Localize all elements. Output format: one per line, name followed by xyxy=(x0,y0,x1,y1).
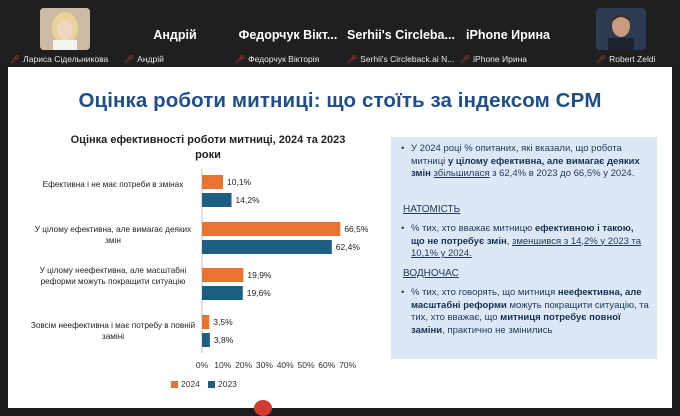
category-label: Зовсім неефективна і має потребу в повні… xyxy=(30,321,196,341)
bar-2023-2 xyxy=(202,286,243,300)
data-label: 19,6% xyxy=(247,288,272,298)
x-tick-label: 10% xyxy=(214,360,231,370)
participant-tile[interactable]: Федорчук Вікт... 🎤︎ Федорчук Вікторія xyxy=(233,4,343,64)
legend-item: 2023 xyxy=(208,379,237,389)
data-label: 10,1% xyxy=(227,177,252,187)
mic-muted-icon: 🎤︎ xyxy=(10,54,21,64)
category-label: У цілому неефективна, але масштабні рефо… xyxy=(39,266,187,286)
leave-call-button[interactable] xyxy=(254,400,272,416)
x-tick-label: 50% xyxy=(297,360,314,370)
insight-heading: НАТОМІСТЬ xyxy=(403,204,461,215)
data-label: 19,9% xyxy=(247,270,272,280)
mic-muted-icon: 🎤︎ xyxy=(460,54,471,64)
data-label: 3,8% xyxy=(214,335,234,345)
legend-swatch xyxy=(171,380,178,388)
participant-name: Андрій xyxy=(153,28,197,42)
bar-2024-0 xyxy=(202,175,224,189)
data-label: 66,5% xyxy=(344,224,369,234)
participant-tile[interactable]: 🎤︎ Лариса Сідельникова xyxy=(4,4,116,64)
participant-tile[interactable]: Serhii's Circleba... 🎤︎ Serhii's Circleba… xyxy=(345,4,457,64)
data-label: 14,2% xyxy=(236,195,261,205)
bar-2023-0 xyxy=(202,193,232,207)
legend-swatch xyxy=(208,380,215,388)
participant-caption: Лариса Сідельникова xyxy=(23,54,109,64)
insight-paragraph-3: •% тих, хто говорять, що митниця неефект… xyxy=(401,287,649,336)
mic-muted-icon: 🎤︎ xyxy=(235,54,246,64)
x-tick-label: 0% xyxy=(196,360,209,370)
participant-caption: Федорчук Вікторія xyxy=(248,54,320,64)
x-tick-label: 30% xyxy=(256,360,273,370)
participants-strip: 🎤︎ Лариса Сідельникова Андрій 🎤︎ Андрій Фе… xyxy=(0,0,680,66)
participant-video xyxy=(596,8,646,50)
legend-label: 2023 xyxy=(218,379,237,389)
data-label: 3,5% xyxy=(213,317,233,327)
insights-panel: • У 2024 році % опитаних, які вказали, що… xyxy=(391,137,657,359)
insight-heading: ВОДНОЧАС xyxy=(403,268,459,279)
shared-slide: Оцінка роботи митниці: що стоїть за інде… xyxy=(8,67,672,408)
data-label: 62,4% xyxy=(336,242,361,252)
mic-muted-icon: 🎤︎ xyxy=(124,54,135,64)
x-tick-label: 20% xyxy=(235,360,252,370)
legend-item: 2024 xyxy=(171,379,200,389)
participant-name: Федорчук Вікт... xyxy=(238,28,338,42)
slide-title: Оцінка роботи митниці: що стоїть за інде… xyxy=(78,89,602,112)
participant-tile[interactable]: Андрій 🎤︎ Андрій xyxy=(120,4,230,64)
participant-name: iPhone Ирина xyxy=(466,28,550,42)
participant-tile[interactable]: 🎤︎ Robert Zeldi xyxy=(566,4,676,64)
bar-2024-3 xyxy=(202,315,210,329)
insight-paragraph-1: • У 2024 році % опитаних, які вказали, що… xyxy=(401,143,640,179)
participant-caption: Robert Zeldi xyxy=(609,54,656,64)
participant-caption: Андрій xyxy=(137,54,164,64)
bar-2024-2 xyxy=(202,268,244,282)
legend-label: 2024 xyxy=(181,379,200,389)
participant-tile[interactable]: iPhone Ирина 🎤︎ iPhone Ирина xyxy=(458,4,558,64)
x-tick-label: 40% xyxy=(277,360,294,370)
mic-muted-icon: 🎤︎ xyxy=(596,54,607,64)
category-label: Ефективна і не має потреби в змінах xyxy=(42,180,184,189)
participant-caption: Serhii's Circleback.ai N... xyxy=(360,54,455,64)
x-tick-label: 60% xyxy=(318,360,335,370)
mic-muted-icon: 🎤︎ xyxy=(347,54,358,64)
participant-caption: iPhone Ирина xyxy=(473,54,527,64)
x-tick-label: 70% xyxy=(339,360,356,370)
bar-2023-3 xyxy=(202,333,210,347)
bar-chart: 10,1% 66,5% 19,9% 3,5% 14,2% 62,4% 19,6% 3,8% 0%… xyxy=(196,169,369,370)
bar-2024-1 xyxy=(202,222,341,236)
participant-name: Serhii's Circleba... xyxy=(347,28,455,42)
insight-paragraph-2: •% тих, хто вважає митницю ефективною і … xyxy=(401,223,642,259)
category-label: У цілому ефективна, але вимагає деяких з… xyxy=(34,225,192,245)
bar-2023-1 xyxy=(202,240,332,254)
participant-video xyxy=(40,8,90,50)
chart-title: Оцінка ефективності роботи митниці, 2024… xyxy=(70,134,346,161)
